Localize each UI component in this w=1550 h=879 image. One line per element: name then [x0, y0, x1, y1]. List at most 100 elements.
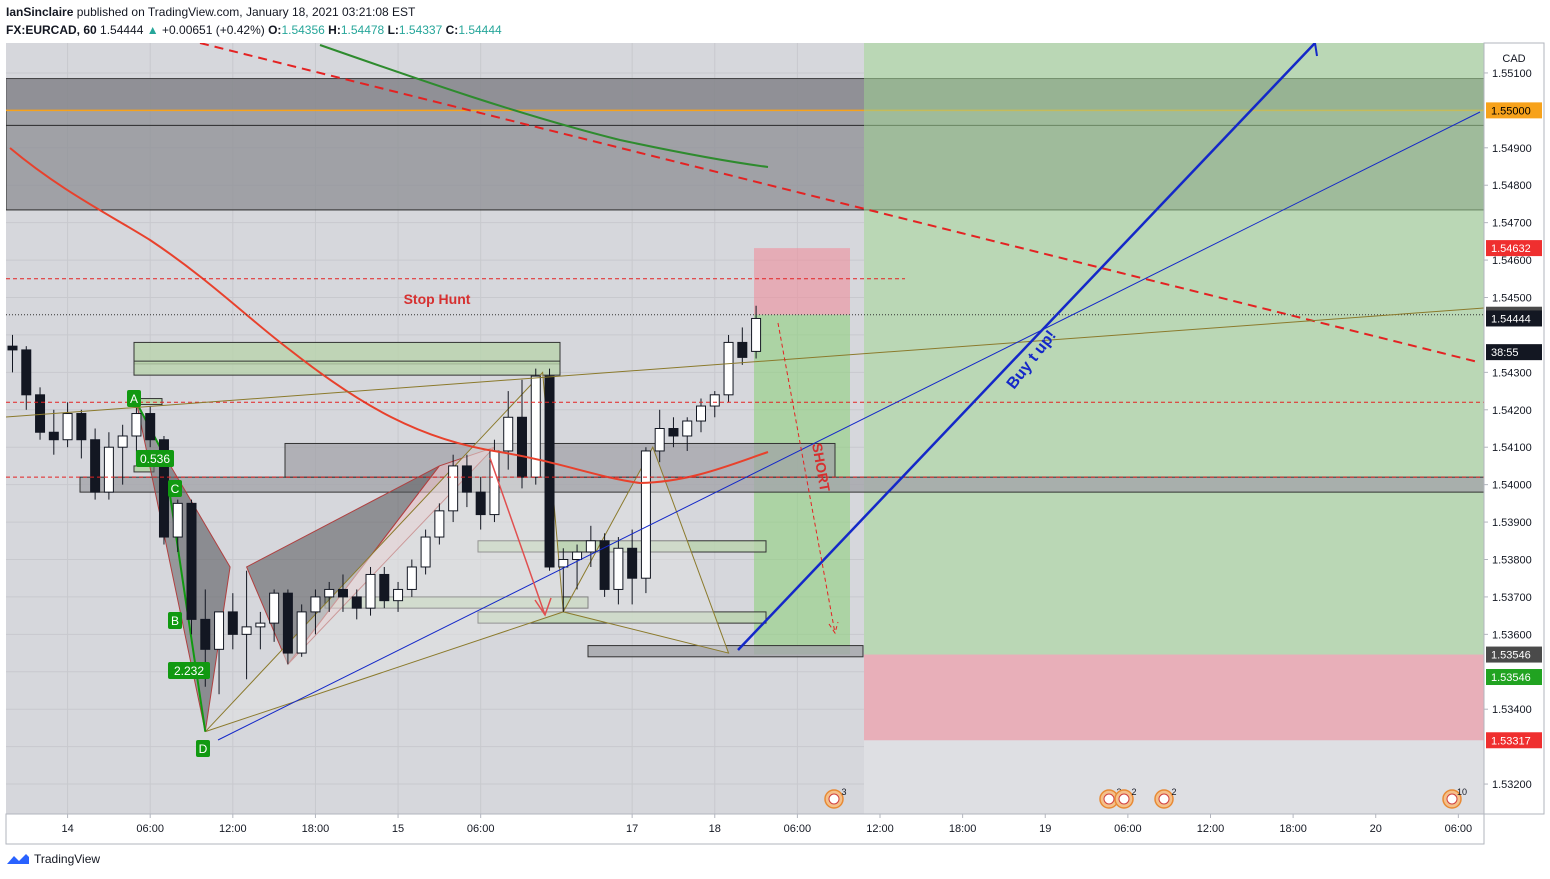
candle-body	[709, 394, 720, 407]
long-target-zone	[864, 43, 1484, 655]
pattern-label-b-bg	[168, 612, 182, 629]
mid-box	[284, 442, 836, 478]
price-change: +0.00651 (+0.42%)	[162, 23, 265, 37]
flag-icon	[1446, 793, 1458, 805]
y-tick-label: 1.53700	[1492, 592, 1532, 604]
x-tick-label: 18:00	[302, 823, 330, 835]
blue-line-tip	[1314, 43, 1318, 57]
candle-body	[448, 465, 459, 512]
time-axis[interactable]	[5, 813, 1485, 845]
candle-body	[48, 431, 59, 441]
pattern-label-a: A	[130, 392, 138, 406]
candle-body	[627, 547, 638, 579]
candle-body	[7, 345, 18, 351]
candle-body	[324, 588, 335, 598]
candle-body	[516, 416, 527, 478]
x-axis-ticks: 14 06:00 12:00 18:00 15 06:00 17 18 06:00 12:00 18…	[61, 814, 1472, 835]
event-count: 3	[841, 787, 846, 797]
candle-body	[103, 446, 114, 493]
price-badge-bg	[1486, 240, 1542, 257]
x-tick-label: 06:00	[1114, 823, 1142, 835]
descending-trendline	[199, 43, 1479, 363]
short-stop-zone	[754, 248, 850, 315]
candle-body	[21, 349, 32, 396]
long-stop-zone	[864, 654, 1484, 741]
price-badge-bg	[1486, 646, 1542, 663]
candle-body	[365, 573, 376, 609]
candle-body	[558, 558, 569, 568]
tradingview-logo-icon	[7, 854, 29, 864]
price-badge-text: 1.54632	[1491, 243, 1531, 255]
flag-icon	[1158, 793, 1170, 805]
pattern-label-c-bg	[168, 480, 182, 497]
candle-body	[90, 439, 101, 493]
down-arrow-red	[489, 457, 552, 617]
candle-body	[572, 551, 583, 560]
candle-body	[337, 588, 348, 598]
author-name[interactable]: IanSinclaire	[6, 5, 74, 19]
candle-body	[35, 394, 46, 433]
ratio-label-2: 2.232	[174, 664, 204, 678]
low-label: L:	[387, 23, 399, 37]
candle-body	[379, 573, 390, 602]
candle-body	[282, 592, 293, 654]
x-tick-label: 18	[709, 823, 721, 835]
pattern-label-a-bg	[127, 390, 141, 407]
zones-layer	[6, 43, 1484, 814]
y-tick-label: 1.53800	[1492, 554, 1532, 566]
y-tick-label: 1.54900	[1492, 143, 1532, 155]
price-badge-bg	[1486, 732, 1542, 749]
candle-body	[434, 510, 445, 538]
x-tick-label: 18:00	[949, 823, 977, 835]
candle-body	[255, 622, 266, 628]
candle-body	[227, 611, 238, 635]
price-badge-text: 1.55000	[1491, 105, 1531, 117]
ratio-label-2-bg	[168, 662, 210, 679]
event-markers[interactable]: 322210	[824, 787, 1467, 809]
candle-body	[668, 428, 679, 437]
y-axis-ticks: 1.53200 1.53400 1.53600 1.53700 1.53800 1.539…	[1484, 68, 1532, 791]
candle-body	[654, 428, 665, 452]
y-tick-label: 1.54000	[1492, 480, 1532, 492]
candle-body	[76, 413, 87, 441]
candle-body	[723, 341, 734, 396]
candle-body	[62, 413, 73, 441]
candle-body	[172, 502, 183, 538]
x-tick-label: 17	[626, 823, 638, 835]
published-text: published on TradingView.com, January 18…	[76, 5, 416, 19]
x-tick-label: 06:00	[784, 823, 812, 835]
candle-body	[737, 341, 748, 358]
low-value: 1.54337	[398, 23, 443, 37]
high-label: H:	[328, 23, 341, 37]
symbol-label: FX:EURCAD, 60	[6, 23, 97, 37]
y-tick-label: 1.54200	[1492, 405, 1532, 417]
high-value: 1.54478	[340, 23, 385, 37]
event-count: 10	[1457, 787, 1467, 797]
x-tick-label: 12:00	[866, 823, 894, 835]
demand-box-2	[133, 360, 561, 376]
y-tick-label: 1.53900	[1492, 517, 1532, 529]
pattern-label-c: C	[171, 482, 180, 496]
price-badge-text: 38:55	[1491, 347, 1519, 359]
y-tick-label: 1.54800	[1492, 180, 1532, 192]
candle-body	[351, 596, 362, 609]
publish-info: IanSinclaire published on TradingView.co…	[6, 5, 415, 19]
y-tick-label: 1.54300	[1492, 367, 1532, 379]
price-badge-bg	[1486, 344, 1542, 361]
footer-brand[interactable]: TradingView	[6, 852, 100, 866]
x-tick-label: 18:00	[1279, 823, 1307, 835]
candle-body	[599, 540, 610, 590]
flag-icon	[1103, 793, 1115, 805]
close-value: 1.54444	[458, 23, 502, 37]
y-tick-label: 1.53400	[1492, 704, 1532, 716]
price-axis[interactable]	[1483, 42, 1545, 815]
candle-body	[585, 540, 596, 553]
y-tick-label: 1.54500	[1492, 293, 1532, 305]
candle-body	[296, 611, 307, 654]
candle-body	[751, 317, 762, 352]
candle-body	[682, 420, 693, 437]
x-tick-label: 15	[392, 823, 404, 835]
blue-thick-trendline	[737, 43, 1316, 651]
y-tick-label: 1.54100	[1492, 442, 1532, 454]
